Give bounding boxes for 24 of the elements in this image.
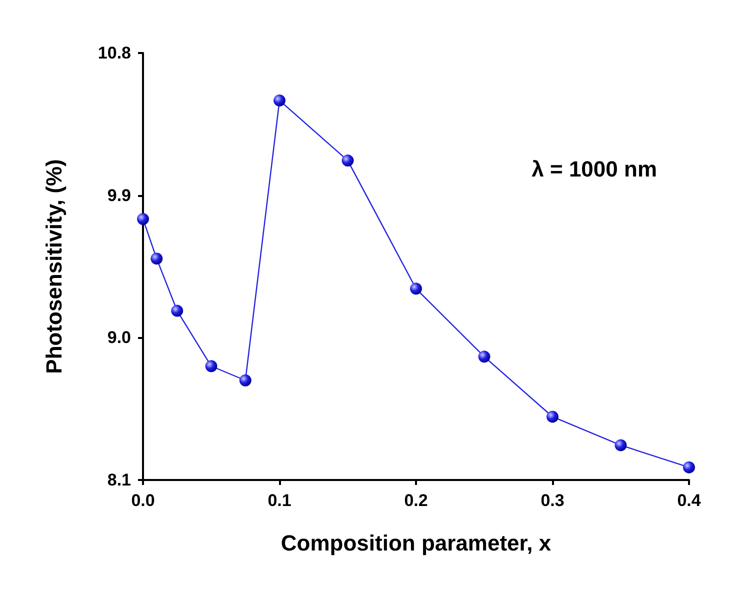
- point: [137, 213, 149, 226]
- point: [171, 304, 184, 317]
- point: [614, 439, 627, 452]
- y-axis-title: Photosensitivity, (%): [42, 159, 66, 374]
- x-tick-label: 0.3: [540, 491, 564, 510]
- point: [342, 154, 354, 167]
- y-tick-label: 10.8: [98, 44, 131, 62]
- x-tick-label: 0.4: [677, 491, 702, 510]
- x-tick-label: 0.2: [404, 491, 428, 510]
- y-tick-label: 9.0: [107, 328, 131, 348]
- point: [239, 374, 252, 386]
- annotation: λ = 1000 nm: [532, 156, 658, 182]
- x-tick-label: 0.0: [131, 491, 155, 510]
- point: [478, 350, 490, 363]
- point: [205, 360, 218, 372]
- point: [546, 410, 558, 423]
- point: [683, 461, 695, 474]
- y-tick-label: 8.1: [107, 470, 131, 490]
- point: [150, 252, 163, 265]
- x-tick-label: 0.1: [268, 491, 292, 510]
- point: [274, 94, 286, 106]
- point: [410, 282, 422, 295]
- y-tick-label: 9.9: [107, 186, 131, 205]
- x-axis-title: Composition parameter, x: [280, 530, 552, 556]
